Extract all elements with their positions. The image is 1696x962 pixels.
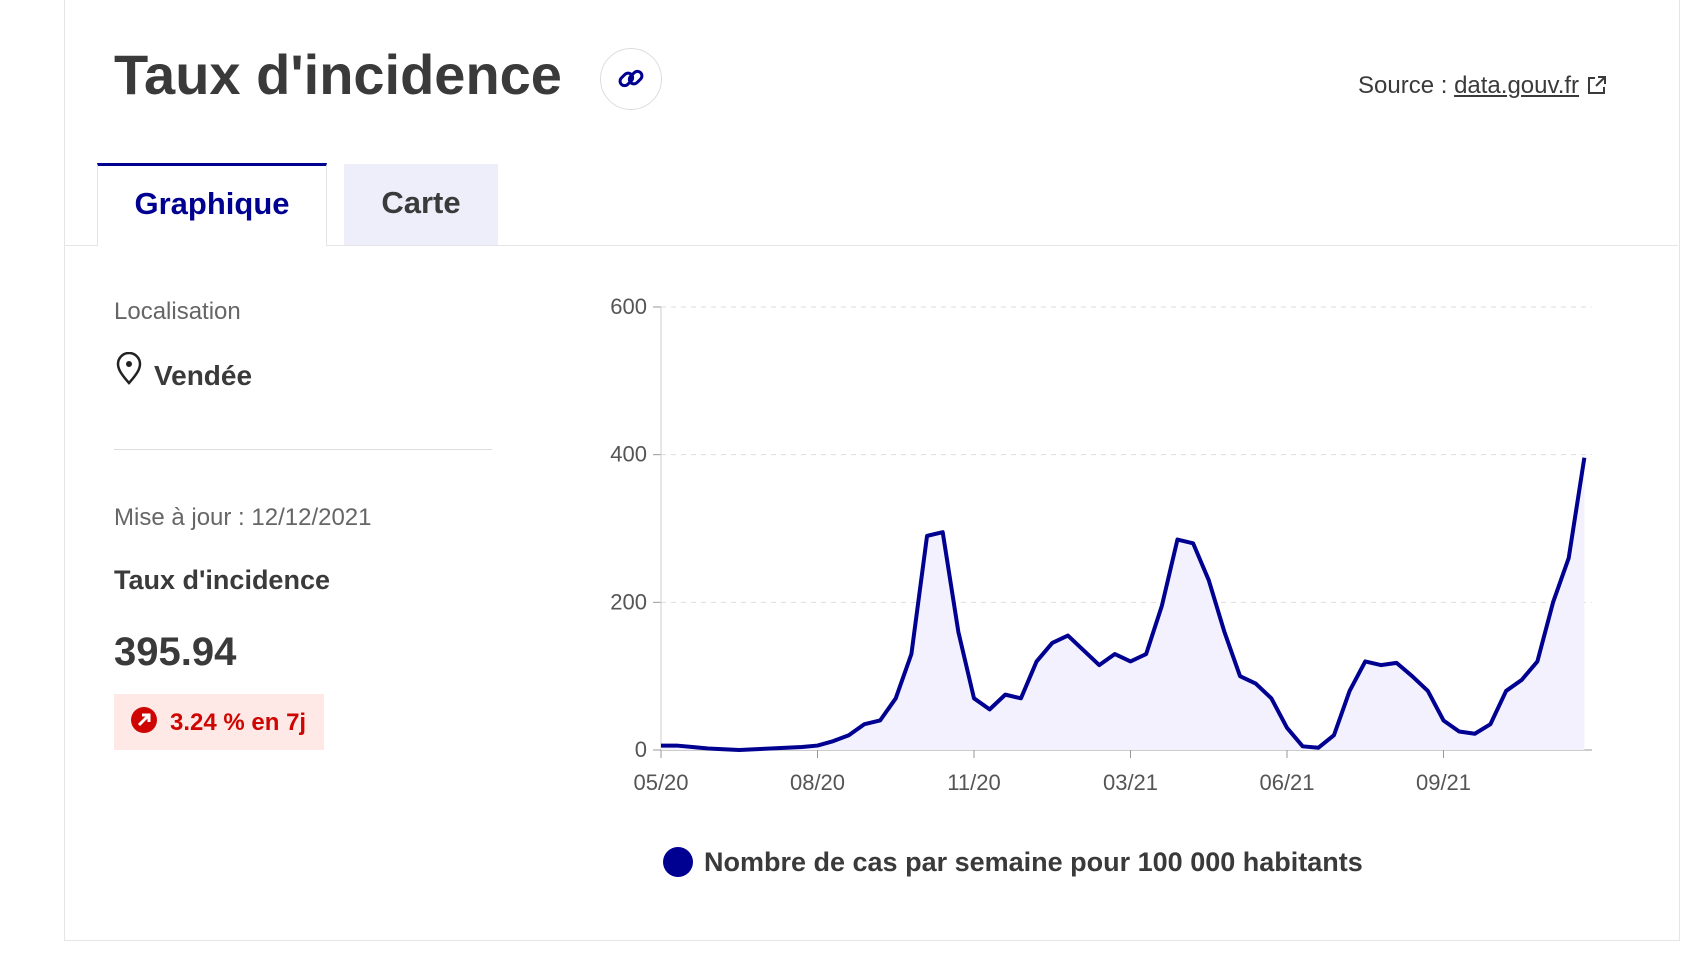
x-tick-label: 09/21: [1416, 770, 1471, 795]
tabs-line: [64, 245, 1678, 246]
change-badge: 3.24 % en 7j: [114, 694, 324, 750]
source-label: Source :: [1358, 72, 1448, 99]
metric-label: Taux d'incidence: [114, 565, 330, 595]
line: [661, 457, 1587, 752]
arrow-icon: [131, 707, 157, 733]
source: Source : data.gouv.fr: [1358, 72, 1608, 100]
location-label: Localisation: [114, 298, 241, 325]
source-link[interactable]: data.gouv.fr: [1454, 72, 1580, 99]
location: Vendée: [154, 360, 253, 391]
updated: Mise à jour : 12/12/2021: [114, 504, 372, 531]
tab-active[interactable]: Graphique: [97, 163, 327, 246]
card: [64, 0, 1680, 941]
x-tick-label: 08/20: [790, 770, 845, 795]
x-tick-label: 06/21: [1259, 770, 1314, 795]
divider: [114, 449, 492, 450]
change: 3.24 % en 7j: [170, 709, 307, 736]
y-tick-label: 400: [610, 442, 647, 467]
chart: 0 200 400 600 05/20 08/20 11/20 03/21 06/21 09/21…: [610, 294, 1592, 877]
legend-label: Nombre de cas par semaine pour 100 000 h…: [704, 847, 1363, 877]
legend-marker: [663, 847, 693, 877]
link-icon: [618, 69, 644, 88]
metric-value: 395.94: [114, 630, 237, 674]
x-tick-label: 11/20: [947, 770, 1000, 795]
y-tick-label: 200: [610, 589, 647, 614]
page-title: Taux d'incidence: [114, 43, 562, 106]
x-tick-label: 03/21: [1103, 770, 1158, 795]
link-button[interactable]: [600, 48, 662, 110]
pin-icon: [116, 352, 142, 385]
area-fill: [661, 457, 1585, 750]
y-tick-label: 0: [635, 737, 647, 762]
external-icon: [1587, 76, 1606, 94]
y-tick-label: 600: [610, 294, 647, 319]
tab[interactable]: Carte: [344, 164, 498, 245]
x-tick-label: 05/20: [633, 770, 688, 795]
